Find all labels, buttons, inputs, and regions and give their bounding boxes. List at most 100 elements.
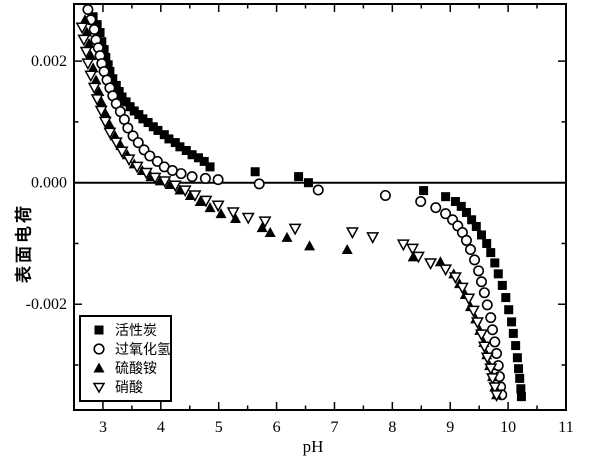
data-point: [95, 28, 105, 38]
data-point: [164, 134, 174, 144]
data-point: [501, 293, 511, 303]
open-triangle-down-icon: [92, 382, 106, 394]
data-point: [475, 329, 488, 342]
data-point: [448, 272, 462, 285]
data-point: [507, 317, 517, 327]
data-point: [194, 196, 206, 207]
data-point: [92, 20, 102, 30]
x-tick-label: 5: [215, 419, 223, 436]
data-point: [482, 238, 492, 248]
data-point: [178, 185, 192, 198]
data-point: [83, 38, 95, 49]
x-tick-label: 10: [500, 419, 516, 436]
open-circle-icon: [93, 343, 105, 355]
data-point: [250, 167, 260, 177]
data-point: [211, 200, 225, 213]
data-point: [204, 202, 216, 213]
data-point: [467, 215, 477, 225]
data-point: [462, 293, 476, 306]
data-point: [484, 363, 498, 376]
data-point: [304, 240, 316, 251]
data-point: [406, 243, 420, 256]
data-point: [186, 171, 198, 183]
data-point: [480, 352, 494, 365]
data-point: [77, 34, 91, 47]
data-point: [485, 312, 497, 324]
data-point: [424, 258, 438, 271]
legend-item-activated-carbon: 活性炭: [91, 321, 166, 339]
data-point: [181, 145, 191, 155]
x-tick-label: 8: [388, 419, 396, 436]
data-point: [226, 207, 240, 220]
data-point: [490, 390, 504, 402]
data-point: [455, 282, 469, 295]
data-point: [143, 118, 153, 128]
data-point: [466, 305, 480, 318]
data-point: [430, 202, 442, 214]
data-point: [366, 232, 380, 244]
data-point: [491, 347, 503, 359]
x-tick-label: 9: [446, 419, 454, 436]
data-point: [148, 172, 162, 185]
filled-square-icon: [94, 325, 104, 335]
data-point: [508, 328, 518, 338]
data-point: [476, 230, 486, 240]
data-point: [493, 269, 503, 279]
legend-item-ammonium-sulfate: 硫酸铵: [91, 359, 166, 377]
data-point: [504, 305, 514, 315]
data-point: [111, 80, 121, 90]
data-point: [81, 58, 95, 71]
x-tick-label: 4: [157, 419, 165, 436]
data-point: [450, 197, 460, 207]
data-point: [101, 52, 111, 62]
data-point: [109, 137, 123, 150]
data-point: [108, 74, 118, 84]
legend-item-hydrogen-peroxide: 过氧化氢: [91, 340, 171, 358]
data-point: [79, 46, 93, 59]
legend-item-nitric-acid: 硝酸: [91, 378, 166, 396]
data-point: [441, 192, 451, 202]
y-tick-label: 0.002: [31, 53, 67, 70]
plot-border: [73, 3, 567, 411]
x-tick-label: 6: [273, 419, 281, 436]
data-point: [470, 317, 484, 330]
filled-triangle-icon: [93, 362, 105, 373]
data-point: [148, 122, 158, 132]
data-point: [103, 127, 117, 140]
data-point: [379, 189, 391, 201]
data-point: [104, 119, 116, 130]
data-point: [264, 227, 276, 238]
data-point: [158, 176, 172, 189]
data-point: [456, 201, 466, 211]
data-point: [464, 244, 476, 256]
data-point: [105, 66, 115, 76]
data-point: [511, 341, 521, 351]
data-point: [199, 172, 211, 184]
data-point: [488, 382, 502, 395]
data-point: [187, 150, 197, 160]
data-point: [486, 373, 499, 385]
legend-label: 硝酸: [115, 378, 143, 395]
data-point: [193, 153, 203, 163]
legend-label: 硫酸铵: [115, 359, 157, 376]
data-point: [121, 97, 131, 107]
data-point: [516, 392, 526, 402]
data-point: [159, 130, 169, 140]
data-point: [97, 37, 107, 47]
data-point: [303, 178, 313, 188]
data-point: [419, 186, 429, 196]
data-point: [81, 26, 93, 37]
data-point: [461, 207, 471, 217]
data-point: [258, 216, 272, 229]
data-point: [241, 212, 255, 225]
data-point: [396, 239, 410, 252]
data-point: [497, 280, 507, 290]
legend: 活性炭 过氧化氢 硫酸铵 硝酸: [79, 315, 172, 402]
data-point: [477, 341, 491, 354]
data-point: [411, 251, 425, 264]
data-point: [82, 3, 94, 15]
data-point: [75, 22, 89, 35]
data-point: [130, 161, 144, 174]
data-point: [122, 154, 136, 167]
